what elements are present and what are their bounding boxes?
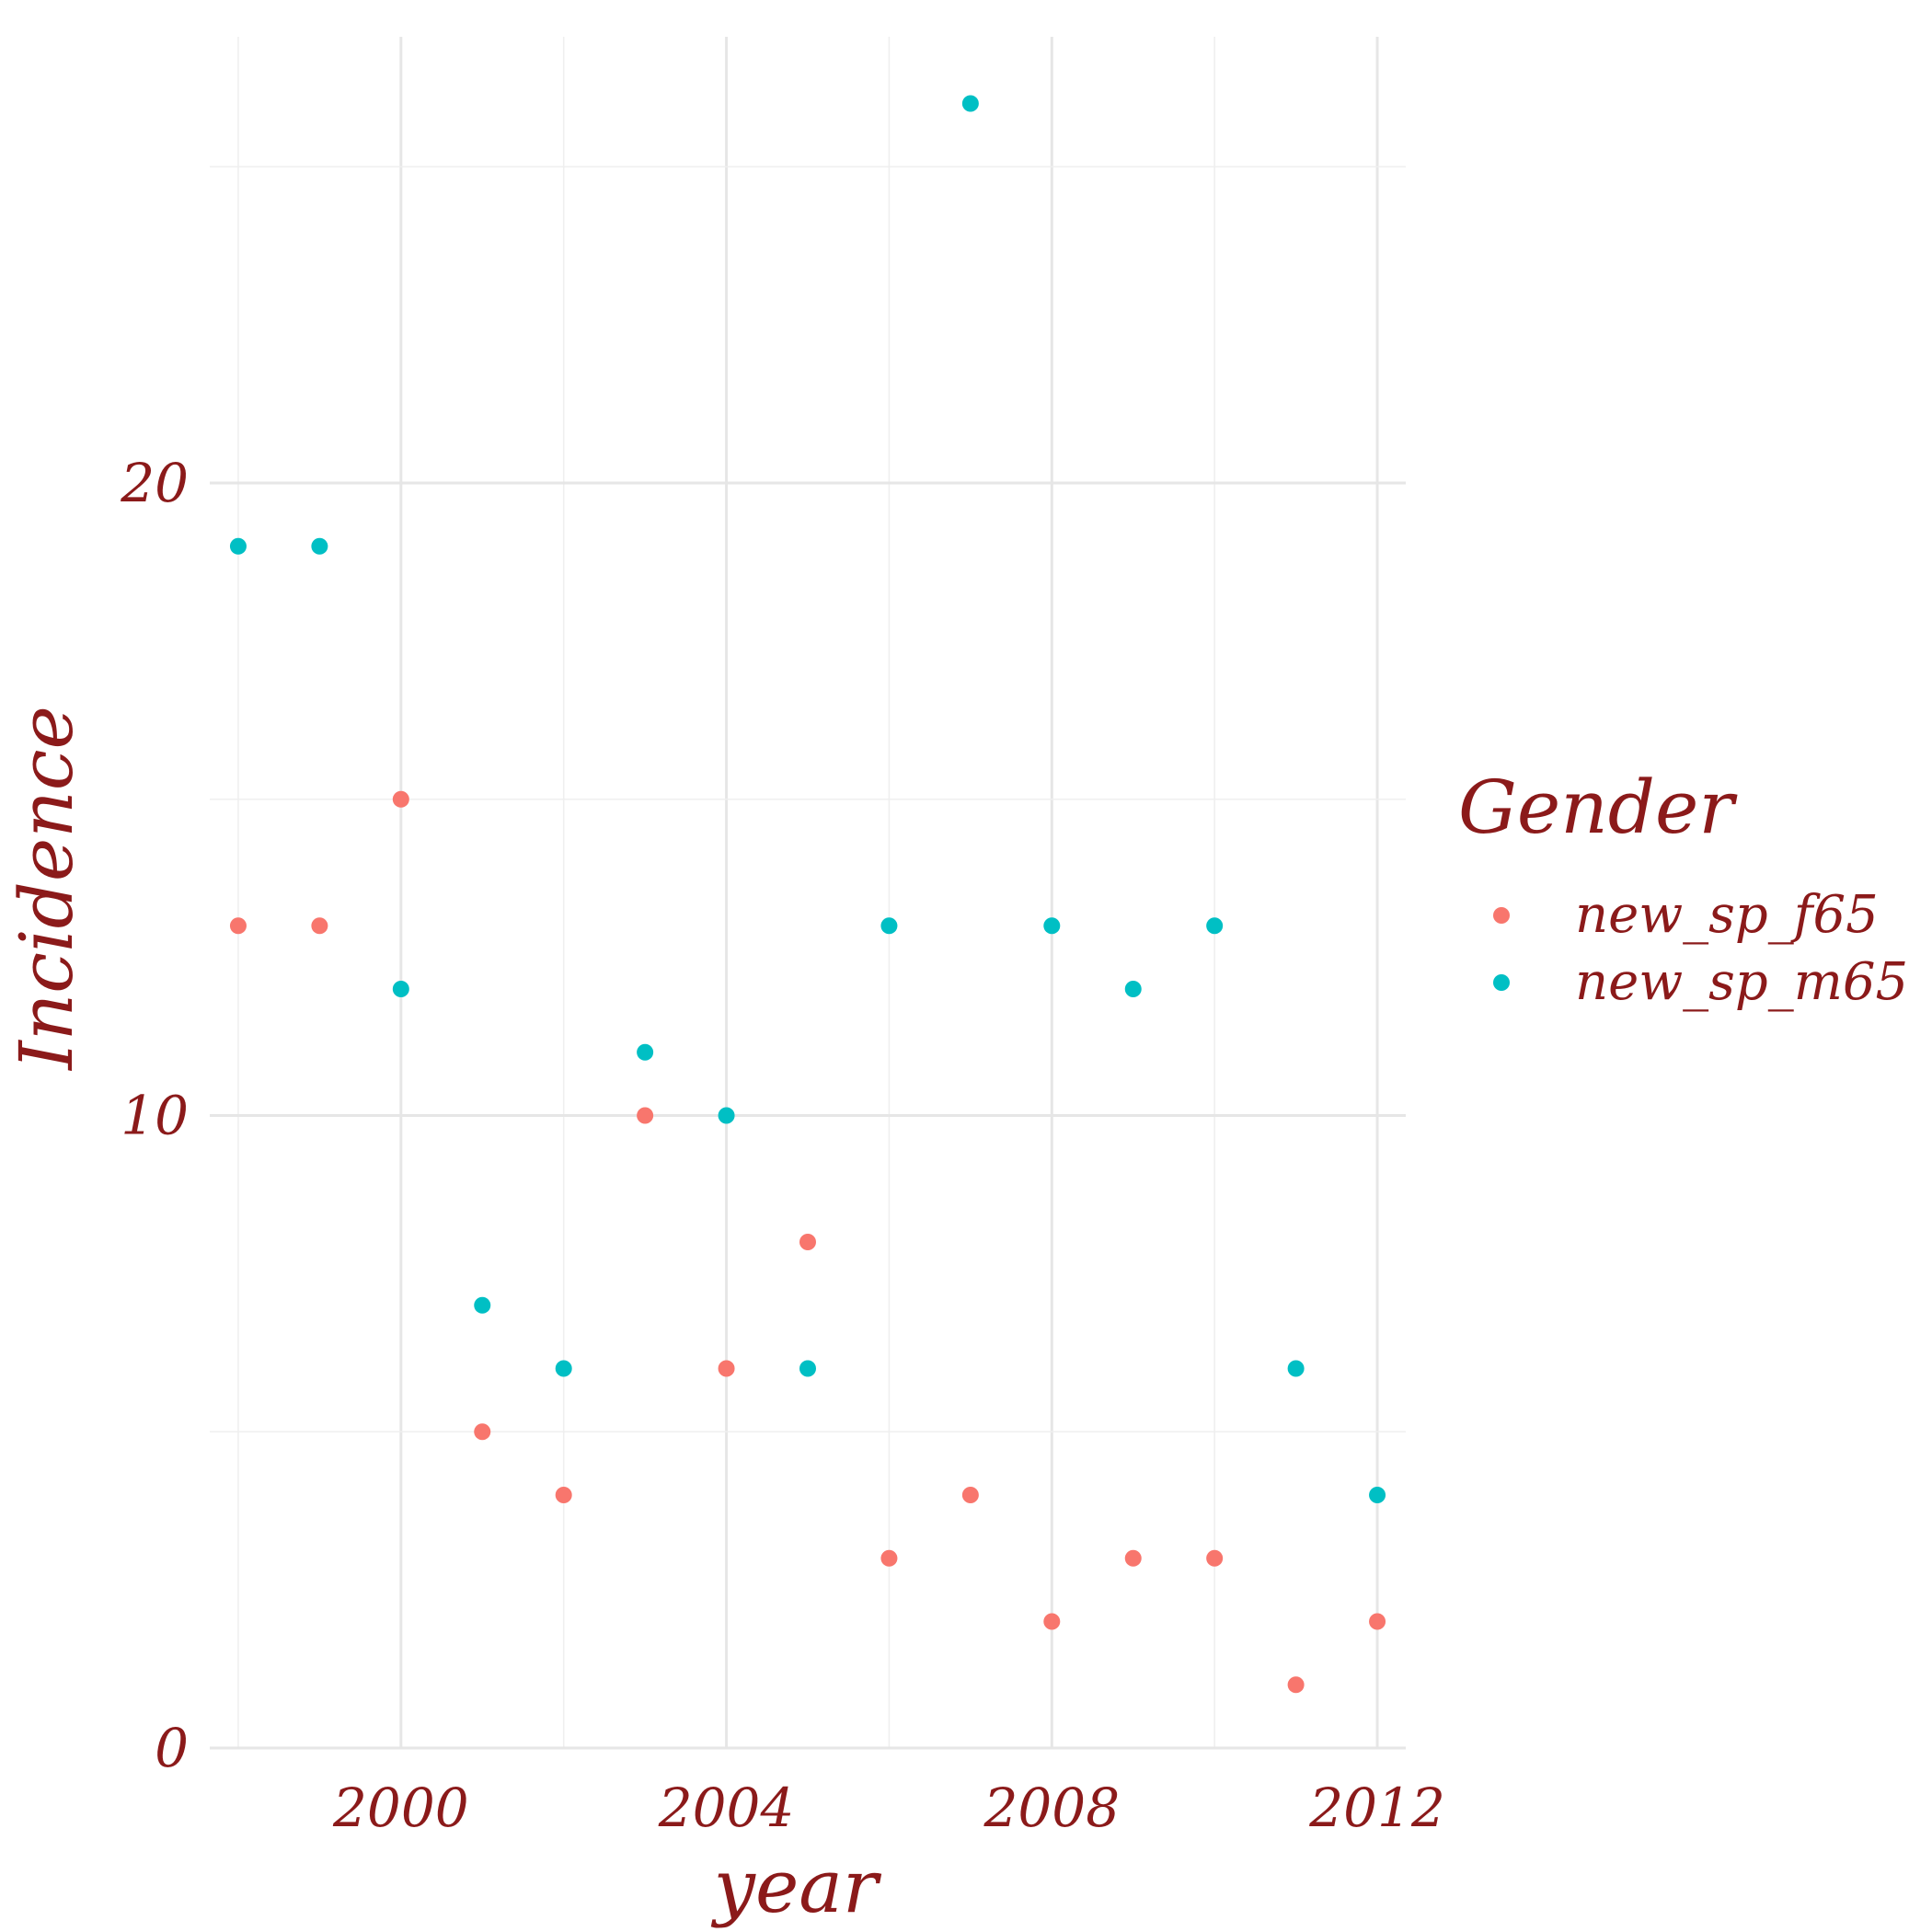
y-axis-ticks: 0 10 20	[120, 452, 189, 1779]
data-point-new-sp-m65	[1043, 917, 1061, 935]
legend-label-new-sp-f65: new_sp_f65	[1575, 885, 1879, 945]
data-point-new-sp-f65	[799, 1234, 816, 1250]
data-point-new-sp-m65	[311, 537, 328, 555]
data-point-new-sp-m65	[961, 95, 979, 112]
data-point-new-sp-f65	[880, 1549, 898, 1567]
data-point-new-sp-f65	[637, 1107, 654, 1124]
legend-title: Gender	[1458, 765, 1738, 850]
data-point-new-sp-m65	[880, 917, 898, 935]
x-tick-label: 2012	[1308, 1777, 1445, 1839]
data-point-new-sp-m65	[555, 1360, 572, 1377]
data-point-new-sp-m65	[637, 1043, 654, 1061]
data-point-new-sp-f65	[718, 1360, 735, 1377]
data-point-new-sp-f65	[1287, 1676, 1305, 1694]
data-point-new-sp-f65	[474, 1423, 491, 1441]
data-point-new-sp-m65	[392, 981, 409, 997]
data-point-new-sp-m65	[1124, 981, 1142, 997]
data-point-new-sp-f65	[961, 1487, 979, 1503]
data-point-new-sp-m65	[1287, 1360, 1305, 1377]
x-tick-label: 2008	[983, 1777, 1121, 1839]
data-points	[229, 95, 1386, 1694]
data-point-new-sp-f65	[1206, 1549, 1224, 1567]
data-point-new-sp-f65	[1369, 1613, 1386, 1630]
legend-label-new-sp-m65: new_sp_m65	[1575, 952, 1908, 1012]
data-point-new-sp-f65	[392, 790, 409, 808]
data-point-new-sp-m65	[229, 537, 247, 555]
y-tick-label: 10	[121, 1085, 189, 1147]
data-point-new-sp-f65	[229, 917, 247, 935]
legend-items: new_sp_f65 new_sp_m65	[1493, 885, 1908, 1012]
data-point-new-sp-m65	[718, 1107, 735, 1124]
data-point-new-sp-f65	[311, 917, 328, 935]
x-tick-label: 2004	[658, 1777, 795, 1839]
x-tick-label: 2000	[332, 1777, 469, 1839]
y-axis-title: Incidence	[4, 706, 89, 1072]
data-point-new-sp-m65	[799, 1360, 816, 1377]
data-point-new-sp-m65	[474, 1296, 491, 1314]
gridlines	[210, 37, 1406, 1750]
legend-key-new-sp-f65	[1493, 907, 1510, 924]
y-tick-label: 20	[120, 452, 189, 514]
data-point-new-sp-f65	[1124, 1549, 1142, 1567]
x-axis-ticks: 2000 2004 2008 2012	[332, 1777, 1445, 1839]
legend: Gender new_sp_f65 new_sp_m65	[1458, 765, 1908, 1012]
data-point-new-sp-m65	[1369, 1487, 1386, 1503]
data-point-new-sp-f65	[1043, 1613, 1061, 1630]
data-point-new-sp-f65	[555, 1487, 572, 1503]
x-axis-title: year	[711, 1844, 882, 1929]
y-tick-label: 0	[155, 1717, 189, 1779]
data-point-new-sp-m65	[1206, 917, 1224, 935]
legend-key-new-sp-m65	[1493, 974, 1510, 991]
